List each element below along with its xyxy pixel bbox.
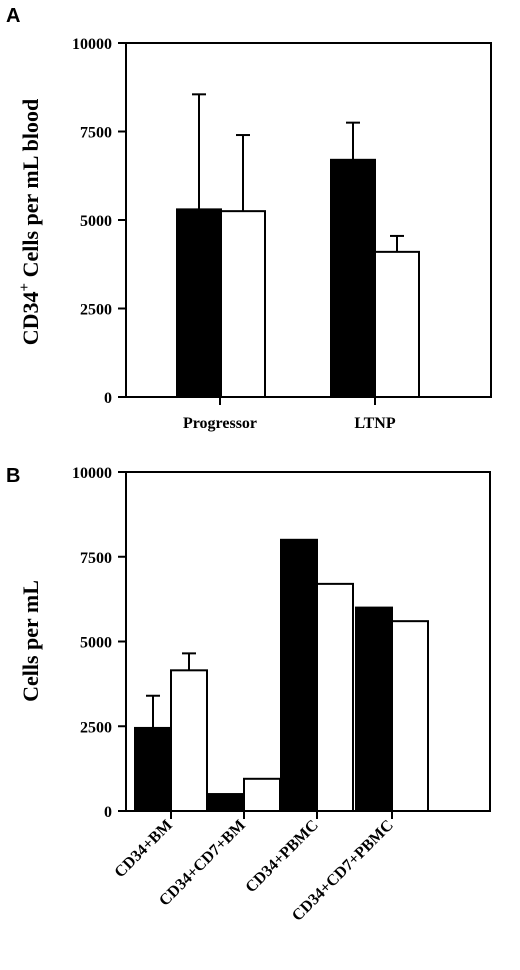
panel-b-y-tick-label: 5000 bbox=[80, 635, 112, 652]
panel-b-category-label: CD34+PBMC bbox=[242, 817, 321, 896]
panel-a-y-title-main: CD34 bbox=[18, 291, 43, 345]
panel-b-bar bbox=[134, 726, 172, 813]
panel-b-letter: B bbox=[6, 465, 20, 487]
panel-b-bar bbox=[280, 538, 318, 812]
panel-a-y-title-rest: Cells per mL blood bbox=[18, 99, 43, 283]
panel-a-y-tick-label: 2500 bbox=[80, 302, 112, 319]
panel-b-y-axis-title: Cells per mL bbox=[18, 580, 43, 702]
panel-b-bar bbox=[316, 582, 354, 812]
panel-b-bar bbox=[243, 777, 281, 812]
panel-a-y-tick-label: 7500 bbox=[80, 125, 112, 142]
panel-a: A CD34+ Cells per mL blood 0 2500 5000 7500… bbox=[6, 5, 492, 432]
panel-b-category-label: CD34+BM bbox=[111, 817, 175, 881]
panel-b-bar bbox=[170, 669, 208, 812]
panel-a-bar bbox=[176, 208, 222, 398]
panel-a-y-tick-label: 10000 bbox=[72, 36, 112, 53]
panel-b-y-tick-label: 7500 bbox=[80, 550, 112, 567]
panel-b-y-tick-label: 10000 bbox=[72, 465, 112, 482]
panel-b-bar bbox=[355, 606, 393, 812]
panel-a-category-label: Progressor bbox=[183, 415, 257, 432]
panel-a-bar bbox=[374, 250, 420, 398]
panel-b-bar bbox=[391, 620, 429, 812]
panel-b: B Cells per mL 0 2500 5000 7500 10000 CD34+B… bbox=[6, 465, 491, 925]
panel-a-bar bbox=[220, 210, 266, 398]
panel-a-letter: A bbox=[6, 5, 20, 27]
panel-a-bar bbox=[330, 158, 376, 398]
panel-a-y-axis-title: CD34+ Cells per mL blood bbox=[17, 99, 43, 346]
panel-b-y-tick-label: 2500 bbox=[80, 719, 112, 736]
panel-b-y-tick-label: 0 bbox=[104, 804, 112, 821]
panel-b-bar bbox=[207, 793, 245, 812]
panel-a-y-tick-label: 0 bbox=[104, 390, 112, 407]
panel-a-y-tick-label: 5000 bbox=[80, 213, 112, 230]
panel-a-y-title-sup: + bbox=[17, 283, 33, 292]
panel-a-category-label: LTNP bbox=[354, 415, 395, 432]
